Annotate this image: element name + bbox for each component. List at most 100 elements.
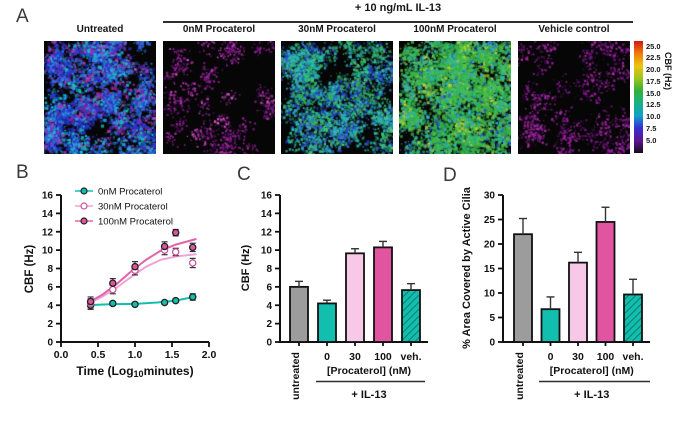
bar-100 [595, 221, 616, 343]
cbf-colorbar-ticks: 25.0 22.5 20.0 17.5 15.0 12.5 10.0 7.5 5… [646, 41, 670, 147]
panel-b-line-chart: 0 2 4 6 8 10 12 14 16 0.0 0.5 1.0 1.5 2.0 Time (Log10m… [24, 187, 217, 380]
x-axis-label: Time (Log10minutes) [76, 364, 193, 379]
il13-group-label: + IL-13 [351, 389, 386, 401]
data-point-30nm-procaterol [188, 259, 197, 267]
bar-0 [317, 302, 337, 343]
bar-100 [373, 246, 393, 343]
y-tick-label: 30 [484, 191, 496, 202]
il13-header-rule [163, 21, 633, 23]
y-tick-label: 4 [266, 301, 272, 312]
panel-d-bar-chart: 0 5 10 15 20 25 30 % Area Covered by Active Cil… [461, 186, 650, 401]
panel-c-label: C [237, 164, 252, 185]
data-point-100nm-procaterol [188, 243, 197, 252]
colorbar-tick: 15.0 [646, 88, 661, 98]
colorbar-tick: 7.5 [646, 123, 657, 133]
y-tick-label: 2 [47, 319, 53, 330]
legend-marker [80, 187, 88, 195]
y-tick-label: 12 [261, 227, 273, 238]
micrograph-label-vehicle: Vehicle control [538, 24, 610, 35]
y-tick-label: 6 [47, 282, 53, 293]
data-point-100nm-procaterol [160, 242, 169, 251]
data-point-100nm-procaterol [171, 228, 180, 237]
il13-treatment-header: + 10 ng/mL IL-13 [354, 2, 442, 14]
y-tick-label: 6 [266, 282, 272, 293]
bar-untreated [513, 233, 533, 343]
panel-c-bar-chart: 0 2 4 6 8 10 12 14 16 CBF (Hz) untreated 0 30 100 veh.… [240, 191, 428, 401]
micrograph-vehicle-control [518, 41, 630, 154]
data-point-0nm-procaterol [131, 300, 139, 309]
y-tick-label: 10 [484, 289, 496, 300]
y-tick-label: 25 [484, 215, 496, 226]
y-tick-label: 15 [484, 264, 496, 275]
x-tick-label: 0.5 [91, 349, 106, 361]
y-tick-label: 5 [489, 313, 495, 324]
colorbar-tick: 10.0 [646, 112, 661, 122]
bar-veh [401, 289, 421, 343]
legend-marker [80, 217, 88, 225]
bar-untreated [289, 285, 309, 343]
y-tick-label: 16 [42, 191, 54, 202]
colorbar-axis-label: CBF (Hz) [663, 52, 673, 90]
x-tick-label: 1.5 [165, 349, 180, 361]
category-label: 100 [597, 351, 615, 363]
colorbar-tick: 12.5 [646, 100, 661, 110]
y-tick-label: 14 [261, 209, 273, 220]
legend-label: 100nM Procaterol [98, 217, 173, 228]
bar-30 [345, 252, 365, 343]
micrograph-label-untreated: Untreated [76, 24, 124, 35]
category-label: 0 [324, 351, 330, 363]
x-tick-label: 2.0 [202, 349, 217, 361]
y-tick-label: 0 [47, 338, 53, 349]
y-tick-label: 0 [266, 338, 272, 349]
data-point-100nm-procaterol [131, 262, 139, 271]
micrograph-untreated [44, 41, 156, 154]
y-tick-label: 14 [42, 209, 54, 220]
fit-curve-100nm-procaterol [88, 238, 197, 304]
y-tick-label: 10 [261, 246, 273, 257]
y-axis-label: % Area Covered by Active Cilia [461, 186, 473, 349]
x-tick-label: 0.0 [54, 349, 69, 361]
data-point-30nm-procaterol [109, 285, 117, 294]
category-label-untreated: untreated [290, 352, 302, 400]
group-axis-label: [Procaterol] (nM) [550, 365, 634, 377]
category-label: 100 [374, 351, 392, 363]
y-tick-label: 20 [484, 240, 496, 251]
legend-label: 0nM Procaterol [98, 187, 162, 198]
y-tick-label: 0 [489, 338, 495, 349]
category-label: 0 [548, 351, 554, 363]
panel-a-label: A [16, 6, 30, 27]
group-axis-label: [Procaterol] (nM) [327, 365, 411, 377]
y-tick-label: 16 [261, 191, 273, 202]
data-point-0nm-procaterol [109, 299, 117, 308]
data-point-100nm-procaterol [109, 279, 117, 287]
fit-curve-30nm-procaterol [88, 253, 197, 304]
category-label: veh. [622, 351, 643, 363]
fit-curve-0nm-procaterol [88, 295, 197, 307]
micrograph-0nm-procaterol [163, 41, 275, 154]
category-label: 30 [572, 351, 584, 363]
colorbar-tick: 5.0 [646, 135, 657, 145]
colorbar-tick: 20.0 [646, 65, 661, 75]
colorbar-tick: 17.5 [646, 76, 661, 86]
data-point-0nm-procaterol [171, 296, 180, 305]
micrograph-100nm-procaterol [399, 41, 511, 154]
y-tick-label: 12 [42, 227, 54, 238]
y-axis-label: CBF (Hz) [24, 245, 36, 294]
data-point-0nm-procaterol [188, 293, 197, 301]
y-tick-label: 8 [266, 264, 272, 275]
cbf-colorbar-gradient [634, 41, 643, 153]
legend-label: 30nM Procaterol [98, 202, 168, 213]
bar-0 [540, 308, 561, 343]
x-tick-label: 1.0 [128, 349, 143, 361]
panel-d-label: D [443, 165, 458, 186]
il13-group-label: + IL-13 [574, 389, 609, 401]
micrograph-30nm-procaterol [281, 41, 393, 154]
y-tick-label: 4 [47, 301, 53, 312]
micrograph-label-100nm: 100nM Procaterol [413, 24, 497, 35]
y-tick-label: 8 [47, 264, 53, 275]
bar-veh [623, 293, 643, 343]
y-tick-label: 2 [266, 319, 272, 330]
data-point-0nm-procaterol [160, 298, 169, 307]
y-axis-label: CBF (Hz) [240, 244, 252, 291]
